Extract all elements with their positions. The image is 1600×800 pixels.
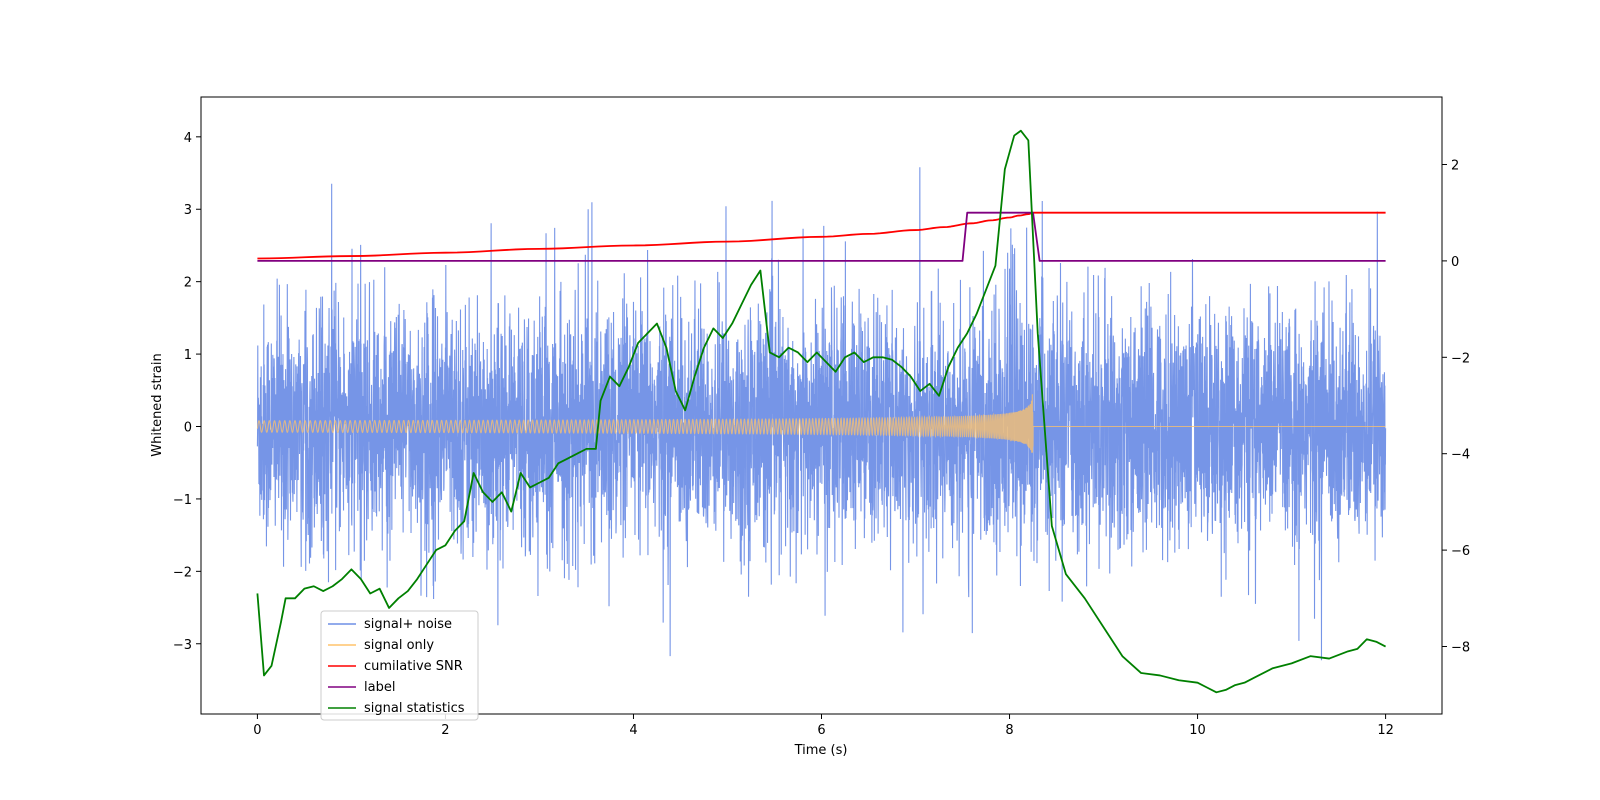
legend-label: signal statistics (364, 701, 465, 716)
x-tick-label: 0 (253, 723, 261, 738)
legend-label: cumilative SNR (364, 659, 463, 674)
y-right-tick-label: −8 (1451, 641, 1470, 656)
y-right-tick-label: −4 (1451, 448, 1470, 463)
x-tick-label: 8 (1005, 723, 1013, 738)
series-layer (256, 129, 1387, 694)
legend-entry-label: label (328, 680, 395, 695)
y-left-tick-label: −1 (173, 493, 192, 508)
y-right-tick-label: 2 (1451, 158, 1459, 173)
y-axis-left-ticks: −3 −2 −1 0 1 2 3 4 (173, 131, 201, 653)
y-left-tick-label: 2 (184, 276, 192, 291)
y-axis-title: Whitened strain (150, 353, 165, 456)
x-tick-label: 2 (441, 723, 449, 738)
x-tick-label: 6 (817, 723, 825, 738)
series-cumulative-snr (257, 211, 1386, 260)
x-tick-label: 4 (629, 723, 637, 738)
y-left-tick-label: 1 (184, 348, 192, 363)
legend-frame (320, 610, 479, 721)
x-tick-label: 10 (1189, 723, 1206, 738)
y-left-tick-label: −2 (173, 565, 192, 580)
legend-label: label (364, 680, 395, 695)
y-left-tick-label: 0 (184, 421, 192, 436)
legend-entry-signal-noise: signal+ noise (328, 617, 452, 632)
y-axis-right-ticks: −8 −6 −4 −2 0 2 (1442, 158, 1470, 656)
legend-label: signal only (364, 638, 434, 653)
series-signal-noise (256, 167, 1387, 661)
legend-entry-signal-only: signal only (328, 638, 434, 653)
series-signal-statistics (256, 129, 1387, 694)
legend-label: signal+ noise (364, 617, 452, 632)
series-signal-only (256, 394, 1386, 453)
legend-entry-signal-statistics: signal statistics (328, 701, 465, 716)
y-left-tick-label: −3 (173, 638, 192, 653)
x-axis-title: Time (s) (794, 743, 848, 758)
y-left-tick-label: 4 (184, 131, 192, 146)
y-right-tick-label: −6 (1451, 544, 1470, 559)
x-tick-label: 12 (1377, 723, 1394, 738)
legend: signal+ noise signal only cumilative SNR… (320, 610, 479, 721)
legend-entry-cumulative-snr: cumilative SNR (328, 659, 463, 674)
y-right-tick-label: 0 (1451, 255, 1459, 270)
y-right-tick-label: −2 (1451, 351, 1470, 366)
y-left-tick-label: 3 (184, 203, 192, 218)
